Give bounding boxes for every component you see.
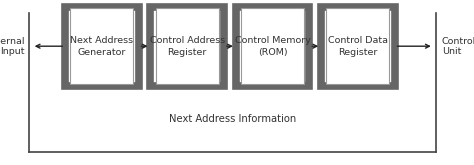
Text: Next Address
Generator: Next Address Generator: [70, 36, 134, 57]
Bar: [326, 8, 389, 84]
Bar: [71, 8, 134, 84]
Bar: [155, 8, 219, 84]
Text: Control Data
Register: Control Data Register: [328, 36, 388, 57]
Text: Next Address Information: Next Address Information: [169, 114, 296, 124]
Text: Control Address
Register: Control Address Register: [150, 36, 225, 57]
Bar: [151, 7, 224, 86]
Bar: [236, 7, 309, 86]
Bar: [65, 7, 138, 86]
Text: Control Memory
(ROM): Control Memory (ROM): [235, 36, 310, 57]
Bar: [241, 8, 304, 84]
Text: Control
Unit: Control Unit: [442, 36, 474, 56]
Text: External
Input: External Input: [0, 36, 25, 56]
Bar: [321, 7, 394, 86]
